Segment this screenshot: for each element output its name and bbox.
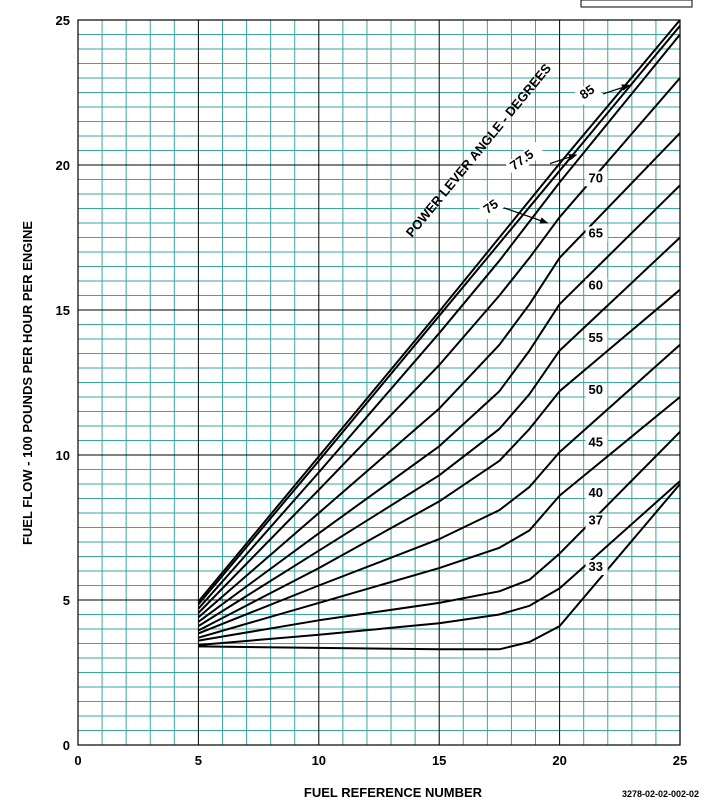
plot-frame — [77, 19, 681, 746]
curve-series — [197, 132, 681, 619]
curve-label: 70 — [588, 170, 602, 185]
y-tick-label: 0 — [63, 738, 70, 753]
y-tick-label: 10 — [56, 448, 70, 463]
curve-series — [197, 236, 681, 627]
curve-label-bg — [585, 560, 608, 575]
curve-label-bg — [585, 486, 608, 502]
label-arrow — [602, 84, 631, 95]
y-tick-labels: 0 5 10 15 20 25 — [56, 13, 70, 753]
curve-series — [197, 288, 681, 632]
curve-label-bg — [585, 435, 608, 451]
x-tick-label: 15 — [432, 753, 446, 768]
curve-label-bg — [585, 330, 608, 346]
x-axis-title: FUEL REFERENCE NUMBER — [304, 785, 483, 800]
curves — [197, 19, 681, 651]
y-tick-label: 25 — [56, 13, 70, 28]
curve-series — [197, 25, 681, 606]
curve-series — [198, 480, 681, 646]
x-tick-label: 20 — [552, 753, 566, 768]
y-tick-label: 15 — [56, 303, 70, 318]
curve-label-bg — [574, 79, 602, 105]
curve-label-bg — [585, 513, 608, 529]
corner-box — [580, 0, 693, 8]
curve-label-bg — [505, 141, 545, 176]
x-tick-label: 25 — [673, 753, 687, 768]
curve-label: 45 — [588, 434, 602, 449]
curve-label: 85 — [577, 82, 597, 103]
curve-series — [197, 19, 681, 603]
curve-label: 40 — [588, 485, 602, 500]
curve-label: 37 — [588, 513, 602, 528]
curve-label-bg — [585, 171, 608, 187]
label-arrow — [501, 206, 549, 224]
curve-label: 60 — [588, 278, 602, 293]
curve-label-bg — [478, 194, 506, 220]
curve-series — [197, 184, 681, 623]
curve-label: 50 — [588, 382, 602, 397]
curve-series — [198, 344, 681, 635]
curve-label: 33 — [588, 559, 602, 574]
curve-series — [198, 431, 681, 642]
x-tick-label: 0 — [74, 753, 81, 768]
x-tick-label: 5 — [195, 753, 202, 768]
label-arrows — [501, 84, 631, 224]
curve-series — [197, 77, 681, 614]
curve-label-bg — [585, 383, 608, 399]
curve-series — [197, 33, 681, 610]
curve-series — [198, 483, 681, 651]
y-tick-label: 5 — [63, 593, 70, 608]
curve-label: 75 — [480, 196, 500, 217]
curve-label-bg — [585, 278, 608, 294]
y-tick-label: 20 — [56, 158, 70, 173]
curve-label: 55 — [588, 330, 602, 345]
label-arrow — [549, 154, 578, 165]
figure-id: 3278-02-02-002-02 — [622, 789, 699, 799]
curve-label: 65 — [588, 226, 602, 241]
x-tick-label: 10 — [312, 753, 326, 768]
curve-label-bg — [585, 226, 608, 242]
x-tick-labels: 0 5 10 15 20 25 — [74, 753, 687, 768]
curve-series — [198, 396, 681, 639]
y-axis-title: FUEL FLOW - 100 POUNDS PER HOUR PER ENGI… — [20, 221, 35, 545]
